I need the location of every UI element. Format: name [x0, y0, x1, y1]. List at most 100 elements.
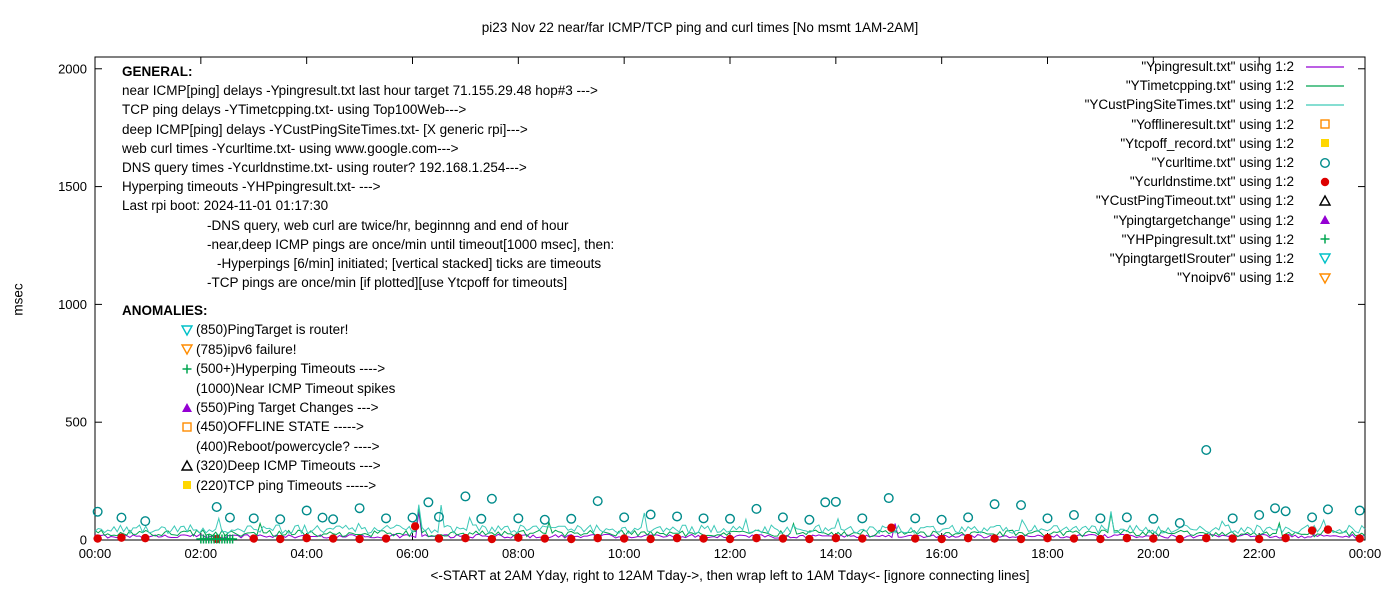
- circle-filled-icon: [1281, 533, 1290, 543]
- series-line-YCustPingSiteTimes: [94, 504, 1366, 535]
- plus-icon: [182, 364, 192, 374]
- legend-label: "YCustPingSiteTimes.txt" using 1:2: [1084, 97, 1294, 113]
- anomaly-item: (220)TCP ping Timeouts ----->: [122, 476, 395, 495]
- circle-filled-icon: [141, 533, 150, 543]
- circle-open-icon: [1201, 444, 1212, 455]
- y-tick-label: 2000: [58, 61, 87, 76]
- circle-filled-icon: [381, 534, 391, 543]
- circle-filled-icon: [1355, 534, 1364, 543]
- circle-open-icon: [910, 513, 921, 524]
- series-points-YHPpingresult: [196, 534, 238, 544]
- circle-open-icon: [963, 512, 974, 523]
- line-icon: [1306, 65, 1344, 68]
- circle-filled-icon: [540, 534, 549, 543]
- legend-entry-YHPpingresult: "YHPpingresult.txt" using 1:2: [1085, 230, 1350, 249]
- circle-filled-icon: [1149, 534, 1158, 543]
- legend-entry-YpingtargetISrouter: "YpingtargetISrouter" using 1:2: [1085, 249, 1350, 268]
- anomaly-text: (320)Deep ICMP Timeouts --->: [196, 458, 381, 474]
- circle-filled-icon: [1254, 534, 1264, 544]
- circle-filled-icon: [487, 534, 497, 544]
- triangle-down-open-icon: [180, 325, 194, 337]
- square-filled-icon: [183, 481, 191, 490]
- circle-open-icon: [317, 512, 328, 523]
- line-icon: [1306, 104, 1344, 106]
- circle-open-icon: [211, 502, 222, 513]
- x-tick-label: 20:00: [1137, 546, 1170, 561]
- legend-entry-Ycurldnstime: "Ycurldnstime.txt" using 1:2: [1085, 172, 1350, 191]
- legend-entry-Ycurltime: "Ycurltime.txt" using 1:2: [1085, 153, 1350, 172]
- circle-filled-icon: [117, 533, 126, 542]
- circle-open-icon: [460, 491, 471, 502]
- anomaly-list: (850)PingTarget is router! (785)ipv6 fail…: [122, 320, 395, 495]
- triangle-open-icon: [180, 459, 194, 471]
- circle-filled-icon: [1096, 534, 1105, 544]
- circle-filled-icon: [752, 533, 761, 543]
- circle-filled-icon: [1320, 177, 1330, 186]
- circle-filled-icon: [1175, 534, 1184, 544]
- triangle-filled-icon: [182, 402, 192, 412]
- legend-label: "Ypingtargetchange" using 1:2: [1113, 212, 1294, 228]
- circle-open-icon: [354, 503, 365, 514]
- x-tick-label: 00:00: [1349, 546, 1382, 561]
- circle-open-icon: [1280, 506, 1291, 517]
- circle-filled-icon: [778, 534, 788, 543]
- circle-filled-icon: [831, 533, 841, 543]
- general-line: DNS query times -Ycurldnstime.txt- using…: [122, 160, 527, 176]
- general-note: -TCP pings are once/min [if plotted][use…: [207, 275, 568, 291]
- circle-open-icon: [989, 499, 1000, 510]
- circle-open-icon: [486, 493, 497, 504]
- general-heading: GENERAL:: [122, 64, 193, 79]
- triangle-down-open-icon: [1318, 253, 1332, 265]
- circle-open-icon: [1042, 513, 1053, 524]
- circle-open-icon: [1095, 513, 1106, 524]
- legend-entry-Ypingtargetchange: "Ypingtargetchange" using 1:2: [1085, 211, 1350, 230]
- circle-filled-icon: [567, 534, 576, 544]
- circle-open-icon: [804, 514, 815, 525]
- anomaly-text: (785)ipv6 failure!: [196, 341, 297, 357]
- legend-label: "Yofflineresult.txt" using 1:2: [1131, 116, 1294, 132]
- circle-open-icon: [777, 512, 788, 523]
- general-note: -near,deep ICMP pings are once/min until…: [207, 236, 615, 252]
- circle-open-icon: [645, 509, 656, 520]
- square-open-icon: [1320, 119, 1330, 129]
- general-line: TCP ping delays -YTimetcpping.txt- using…: [122, 102, 467, 118]
- circle-open-icon: [1068, 510, 1079, 521]
- general-notes-block: GENERAL: near ICMP[ping] delays -Ypingre…: [122, 62, 614, 292]
- no-icon: [178, 380, 196, 396]
- circle-open-icon: [116, 512, 127, 523]
- circle-open-icon: [224, 512, 235, 523]
- triangle-down-open-icon: [180, 344, 194, 356]
- circle-filled-icon: [1069, 534, 1079, 543]
- triangle-open-icon: [1318, 194, 1332, 206]
- legend-entry-YCustPingSiteTimes: "YCustPingSiteTimes.txt" using 1:2: [1085, 95, 1350, 114]
- anomaly-item: (450)OFFLINE STATE ----->: [122, 417, 395, 436]
- anomaly-text: (400)Reboot/powercycle? ---->: [196, 438, 380, 454]
- triangle-filled-icon: [1320, 215, 1330, 225]
- circle-filled-icon: [461, 533, 470, 543]
- triangle-down-open-icon: [1318, 253, 1332, 265]
- x-tick-label: 02:00: [185, 546, 218, 561]
- x-tick-label: 12:00: [714, 546, 747, 561]
- circle-filled-icon: [276, 534, 285, 544]
- circle-open-icon: [1148, 513, 1159, 524]
- circle-open-icon: [1320, 157, 1331, 168]
- circle-open-icon: [672, 511, 683, 522]
- circle-filled-icon: [887, 523, 896, 532]
- circle-open-icon: [820, 497, 831, 508]
- circle-open-icon: [248, 513, 259, 524]
- circle-open-icon: [275, 514, 286, 525]
- plus-icon: [1320, 234, 1330, 244]
- circle-filled-icon: [328, 534, 338, 543]
- general-lines: near ICMP[ping] delays -Ypingresult.txt …: [122, 81, 614, 292]
- x-tick-label: 16:00: [925, 546, 958, 561]
- anomaly-item: (400)Reboot/powercycle? ---->: [122, 437, 395, 456]
- circle-open-icon: [328, 514, 339, 525]
- general-line: Last rpi boot: 2024-11-01 01:17:30: [122, 198, 329, 214]
- legend-label: "Ytcpoff_record.txt" using 1:2: [1120, 135, 1294, 151]
- circle-filled-icon: [249, 534, 258, 543]
- x-tick-label: 04:00: [290, 546, 323, 561]
- series-line-YTimetcpping: [94, 506, 1366, 538]
- circle-filled-icon: [302, 533, 311, 543]
